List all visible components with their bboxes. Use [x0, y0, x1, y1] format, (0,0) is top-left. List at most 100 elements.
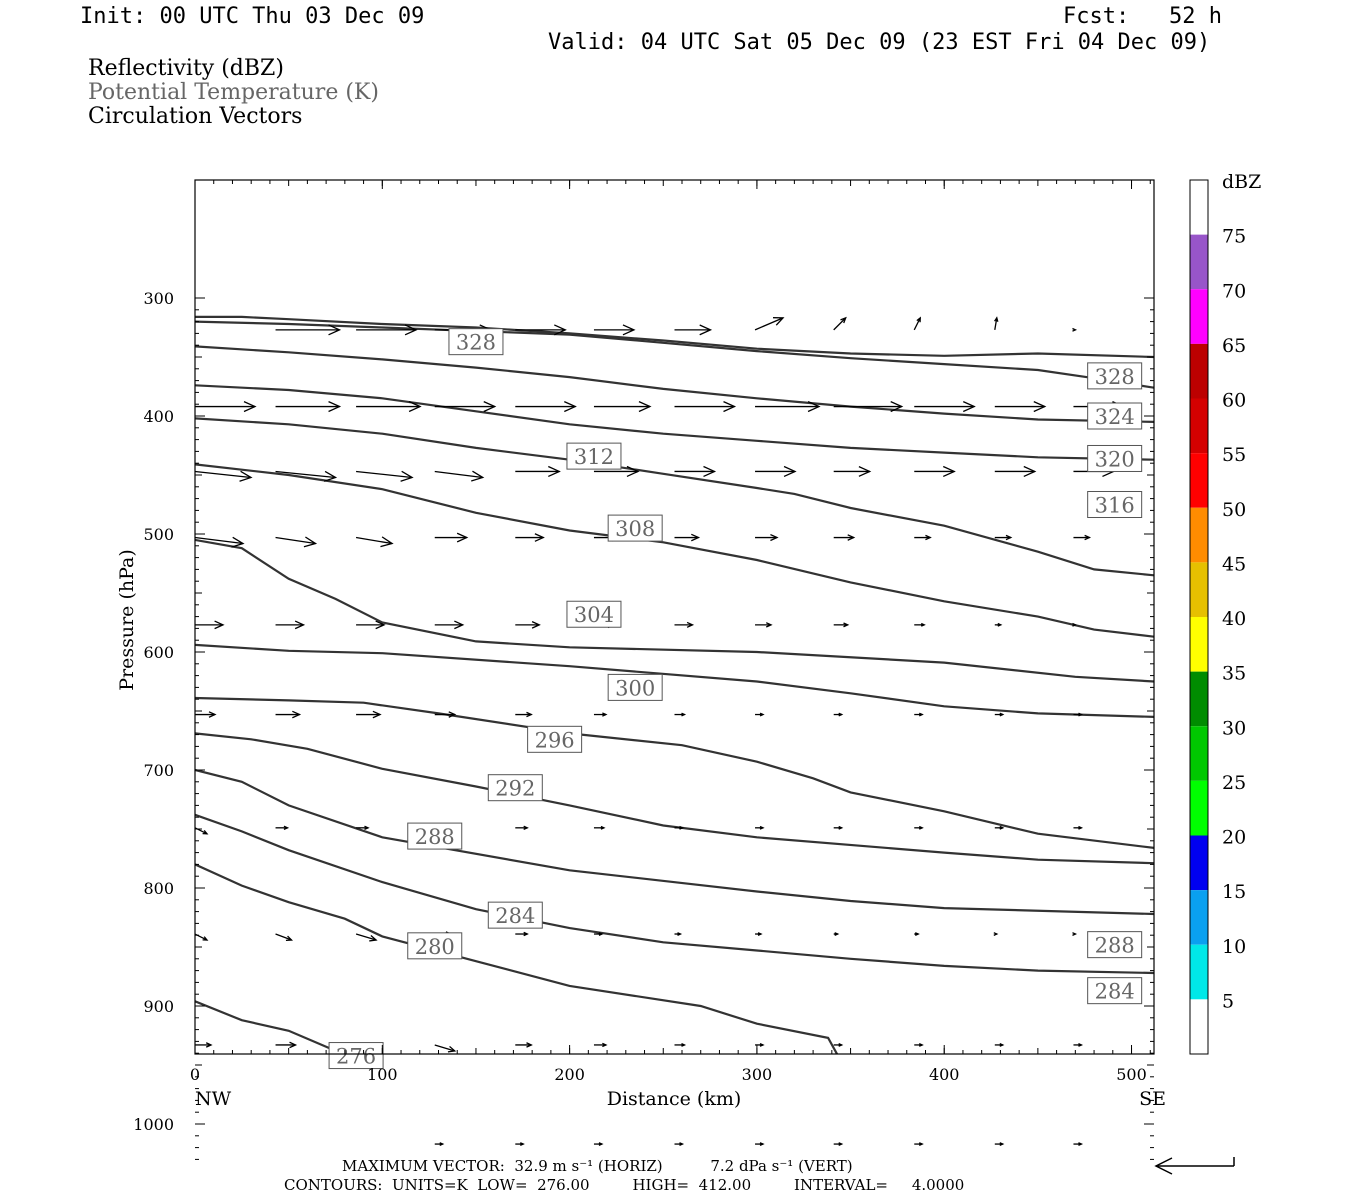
- theta-contour-300: [195, 696, 1154, 849]
- contour-label-324-0: 324: [1087, 402, 1143, 430]
- vector-arrow: [833, 1042, 844, 1047]
- contour-label-288-1: 288: [1087, 931, 1143, 959]
- init-time: Init: 00 UTC Thu 03 Dec 09: [80, 4, 425, 29]
- vector-arrow: [434, 532, 469, 543]
- vector-arrow: [275, 1041, 298, 1049]
- vector-arrow: [833, 466, 872, 477]
- vector-arrow: [914, 712, 924, 717]
- x-tick-label: 0: [190, 1065, 200, 1084]
- vector-arrow: [434, 401, 497, 413]
- vector-arrow: [674, 1142, 685, 1147]
- contour-label-292-0: 292: [487, 774, 543, 802]
- theta-contour-aux-15: [195, 315, 1154, 359]
- colorbar-level-label: 70: [1222, 280, 1246, 302]
- theta-contour-308: [195, 538, 1154, 683]
- vector-arrow: [833, 825, 844, 830]
- forecast-hour: Fcst: 52 h: [1063, 4, 1222, 29]
- vector-arrow: [1073, 1042, 1084, 1047]
- vector-arrow: [755, 401, 821, 413]
- vector-arrow: [674, 712, 687, 717]
- vector-arrow: [275, 401, 342, 413]
- vector-arrow: [833, 534, 856, 541]
- field-potential-temperature: Potential Temperature (K): [88, 80, 379, 105]
- colorbar-level-label: 50: [1222, 499, 1246, 521]
- contour-labels: 276 280 284 284 288 288 292 296 300 304 308 312 316 3…: [328, 328, 1143, 1070]
- vector-arrow: [755, 932, 763, 936]
- vector-arrow: [674, 324, 713, 336]
- x-tick-label: 300: [742, 1065, 773, 1084]
- vector-arrow: [434, 620, 465, 630]
- vector-arrow: [914, 1142, 924, 1147]
- theta-contour-304: [195, 643, 1154, 718]
- vector-arrow: [833, 622, 850, 628]
- vector-arrow: [593, 324, 636, 336]
- colorbar-segment: [1190, 507, 1208, 563]
- x-tick-label: 400: [929, 1065, 960, 1084]
- vector-arrow: [195, 620, 225, 630]
- svg-text:288: 288: [415, 825, 455, 849]
- svg-text:316: 316: [1095, 494, 1135, 518]
- vector-arrow: [434, 711, 457, 718]
- colorbar-segment: [1190, 180, 1208, 235]
- vector-arrow: [755, 825, 765, 830]
- vector-arrow: [593, 712, 608, 717]
- theta-contour-312: [195, 463, 1154, 638]
- vector-arrow: [275, 470, 338, 482]
- vector-arrow: [356, 825, 370, 831]
- colorbar-segment: [1190, 780, 1208, 836]
- colorbar-segment: [1190, 289, 1208, 344]
- vector-arrow: [515, 1042, 533, 1048]
- vector-arrow: [755, 533, 779, 542]
- dbz-colorbar: 5 10 15 20 25 30 35 40 45 50 55 60 65 70 75: [1189, 179, 1246, 1055]
- vector-arrow: [674, 533, 701, 542]
- svg-text:312: 312: [574, 445, 614, 469]
- colorbar-level-label: 65: [1222, 335, 1246, 357]
- contour-label-276-0: 276: [328, 1042, 384, 1070]
- vector-arrow: [195, 401, 257, 413]
- svg-text:328: 328: [1095, 365, 1135, 389]
- y-tick-label: 600: [143, 643, 174, 662]
- colorbar-segment: [1190, 234, 1208, 290]
- vector-arrow: [994, 401, 1047, 413]
- svg-text:308: 308: [615, 517, 655, 541]
- vector-arrow: [515, 931, 529, 937]
- vector-arrow: [275, 933, 294, 942]
- vector-arrow: [515, 401, 577, 413]
- y-tick-label: 300: [143, 289, 174, 308]
- contour-label-284-0: 284: [487, 901, 543, 929]
- y-tick-label: 1000: [133, 1115, 174, 1134]
- contour-label-284-1: 284: [1087, 977, 1143, 1005]
- vector-arrow: [593, 1042, 608, 1048]
- colorbar-segment: [1190, 890, 1208, 945]
- y-tick-label: 500: [143, 525, 174, 544]
- vector-arrow: [674, 401, 737, 413]
- vector-arrow: [1072, 932, 1078, 936]
- vector-arrow: [355, 933, 378, 942]
- vector-arrow: [356, 710, 382, 719]
- reference-vector-arrow: [1154, 1157, 1235, 1175]
- vector-arrow: [914, 534, 932, 541]
- vector-arrow: [833, 316, 847, 331]
- x-tick-label: 100: [367, 1065, 398, 1084]
- vector-arrow: [195, 1042, 213, 1048]
- vector-arrow: [515, 1142, 525, 1147]
- theta-contour-320: [195, 384, 1154, 461]
- theta-contour-316: [195, 417, 1154, 577]
- colorbar-segment: [1190, 453, 1208, 508]
- vector-arrow: [914, 401, 976, 413]
- vector-arrow: [993, 932, 999, 936]
- svg-text:304: 304: [574, 603, 614, 627]
- vector-arrow: [434, 470, 485, 482]
- colorbar-segment: [1190, 944, 1208, 1000]
- colorbar-segment: [1190, 726, 1208, 781]
- vector-arrow: [356, 401, 422, 413]
- vector-arrow: [515, 324, 567, 336]
- vector-arrow: [755, 465, 797, 478]
- vector-arrow: [674, 932, 683, 936]
- colorbar-level-label: 35: [1222, 663, 1246, 685]
- contour-label-300-0: 300: [607, 673, 663, 701]
- x-tick-label: 200: [554, 1065, 585, 1084]
- colorbar-level-label: 15: [1222, 881, 1246, 903]
- colorbar-level-label: 55: [1222, 444, 1246, 466]
- colorbar-level-label: 75: [1222, 226, 1246, 248]
